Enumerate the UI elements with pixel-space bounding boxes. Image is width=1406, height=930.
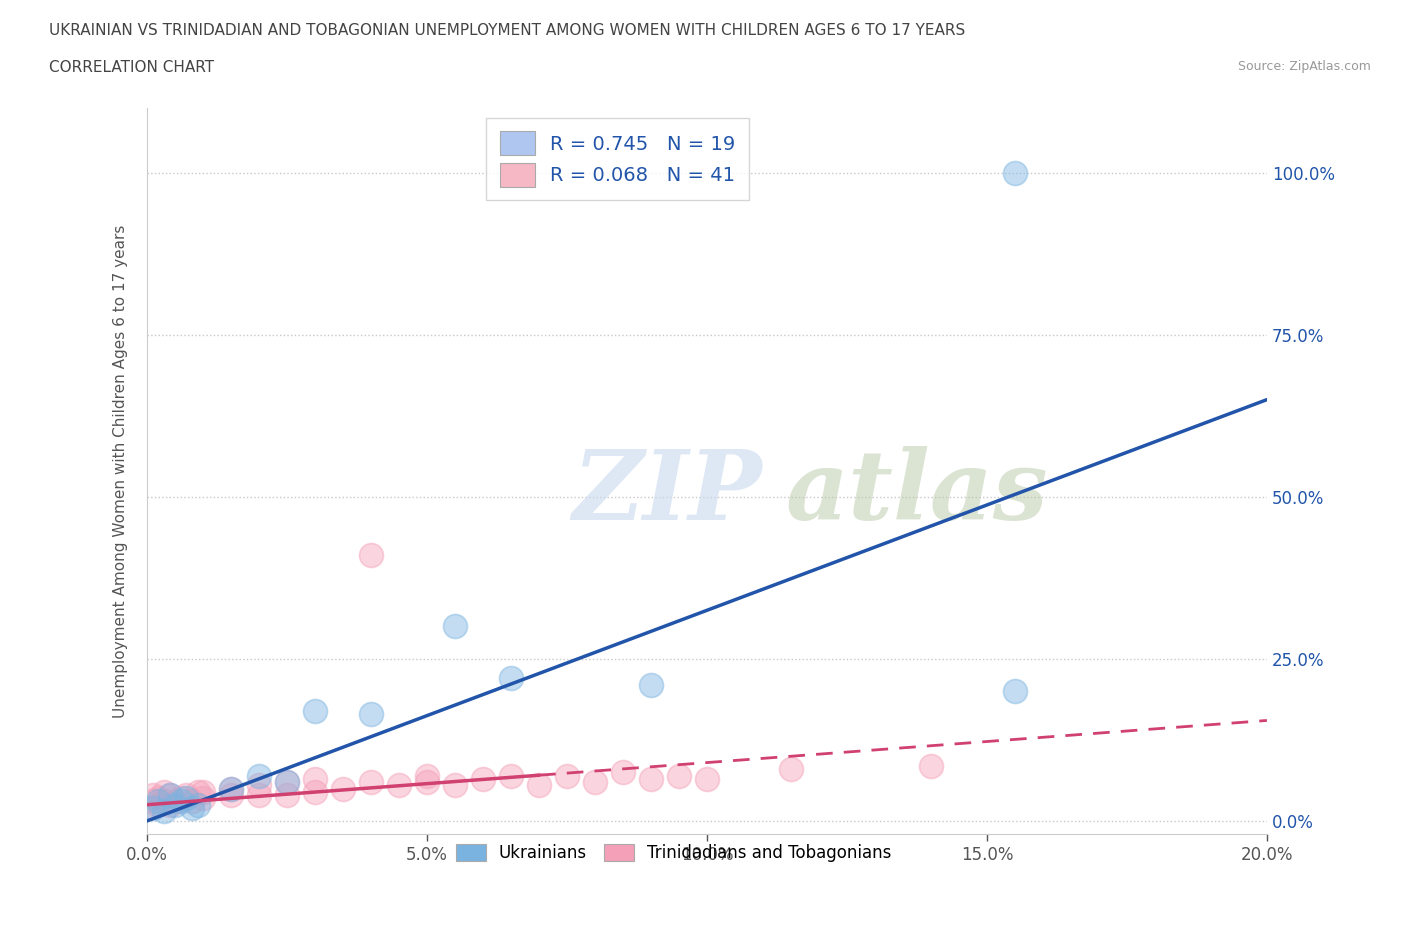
Point <box>148 794 170 809</box>
Point <box>142 794 165 809</box>
Point <box>159 788 181 803</box>
Point <box>219 788 242 803</box>
Point <box>219 781 242 796</box>
Point <box>472 771 495 786</box>
Point <box>276 775 298 790</box>
Point <box>276 775 298 790</box>
Point <box>1004 684 1026 698</box>
Point <box>696 771 718 786</box>
Legend: Ukrainians, Trinidadians and Tobagonians: Ukrainians, Trinidadians and Tobagonians <box>449 838 898 870</box>
Point <box>159 797 181 812</box>
Point <box>153 804 176 818</box>
Text: Source: ZipAtlas.com: Source: ZipAtlas.com <box>1237 60 1371 73</box>
Text: ZIP: ZIP <box>572 445 762 539</box>
Point <box>170 794 193 809</box>
Point <box>148 790 170 805</box>
Point <box>170 790 193 805</box>
Point <box>304 703 326 718</box>
Point <box>153 794 176 809</box>
Point <box>304 784 326 799</box>
Text: CORRELATION CHART: CORRELATION CHART <box>49 60 214 75</box>
Point <box>640 771 662 786</box>
Point <box>181 794 204 809</box>
Point <box>360 707 382 722</box>
Point <box>360 775 382 790</box>
Point <box>304 771 326 786</box>
Point <box>501 768 523 783</box>
Point <box>191 784 214 799</box>
Point <box>276 788 298 803</box>
Text: atlas: atlas <box>786 445 1047 539</box>
Point <box>444 777 467 792</box>
Point <box>640 677 662 692</box>
Point <box>165 797 187 812</box>
Point <box>527 777 550 792</box>
Point <box>583 775 606 790</box>
Point <box>159 788 181 803</box>
Point <box>191 790 214 805</box>
Point <box>176 790 198 805</box>
Point <box>612 764 634 779</box>
Text: UKRAINIAN VS TRINIDADIAN AND TOBAGONIAN UNEMPLOYMENT AMONG WOMEN WITH CHILDREN A: UKRAINIAN VS TRINIDADIAN AND TOBAGONIAN … <box>49 23 966 38</box>
Point <box>148 797 170 812</box>
Point <box>187 797 209 812</box>
Point <box>501 671 523 685</box>
Point <box>219 781 242 796</box>
Point <box>1004 166 1026 180</box>
Point <box>247 768 270 783</box>
Point <box>187 784 209 799</box>
Point <box>416 775 439 790</box>
Point <box>176 788 198 803</box>
Point <box>780 762 803 777</box>
Y-axis label: Unemployment Among Women with Children Ages 6 to 17 years: Unemployment Among Women with Children A… <box>114 224 128 718</box>
Point <box>153 784 176 799</box>
Point <box>920 758 942 773</box>
Point <box>181 801 204 816</box>
Point <box>416 768 439 783</box>
Point <box>142 788 165 803</box>
Point <box>444 619 467 634</box>
Point <box>247 788 270 803</box>
Point <box>332 781 354 796</box>
Point <box>360 548 382 563</box>
Point <box>388 777 411 792</box>
Point <box>142 801 165 816</box>
Point <box>165 794 187 809</box>
Point <box>136 801 159 816</box>
Point <box>247 777 270 792</box>
Point <box>668 768 690 783</box>
Point <box>555 768 578 783</box>
